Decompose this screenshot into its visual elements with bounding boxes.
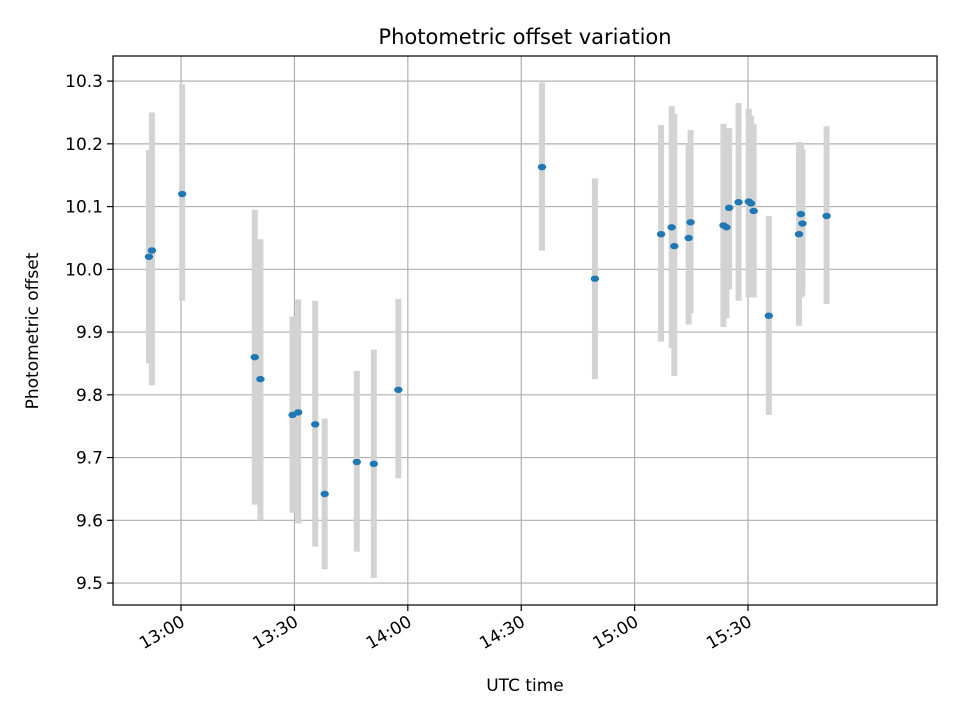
data-point bbox=[394, 386, 403, 393]
data-point bbox=[320, 490, 329, 498]
y-tick-label: 9.8 bbox=[76, 386, 103, 406]
y-tick-label: 10.0 bbox=[65, 260, 103, 280]
x-axis-label: UTC time bbox=[486, 676, 564, 696]
y-tick-label: 9.5 bbox=[76, 574, 103, 594]
data-point bbox=[656, 230, 666, 238]
data-point bbox=[147, 247, 157, 254]
data-point bbox=[684, 234, 693, 242]
data-point bbox=[352, 458, 361, 466]
y-axis-label: Photometric offset bbox=[23, 252, 43, 409]
data-point bbox=[311, 421, 320, 428]
chart-title: Photometric offset variation bbox=[378, 25, 671, 49]
data-point bbox=[749, 207, 758, 215]
data-point bbox=[250, 353, 259, 361]
y-tick-label: 10.3 bbox=[65, 72, 103, 92]
data-point bbox=[667, 224, 676, 231]
data-point bbox=[746, 200, 756, 207]
data-point bbox=[734, 198, 743, 206]
data-point bbox=[822, 212, 831, 220]
data-point bbox=[722, 224, 731, 231]
data-point bbox=[256, 375, 265, 383]
data-point bbox=[590, 275, 600, 282]
data-point bbox=[670, 242, 679, 250]
data-point bbox=[794, 230, 804, 238]
data-point bbox=[144, 253, 154, 260]
y-tick-label: 10.2 bbox=[65, 135, 103, 155]
data-point bbox=[537, 163, 547, 171]
data-point bbox=[796, 210, 806, 218]
y-tick-label: 9.9 bbox=[76, 323, 103, 343]
grid bbox=[113, 56, 937, 605]
data-point bbox=[764, 312, 773, 319]
data-point bbox=[294, 409, 303, 416]
y-tick-label: 10.1 bbox=[65, 198, 103, 218]
data-point bbox=[177, 190, 187, 198]
plot-frame bbox=[112, 55, 938, 606]
data-points bbox=[144, 163, 831, 498]
data-point bbox=[724, 204, 734, 212]
data-point bbox=[798, 220, 807, 227]
y-tick-label: 9.7 bbox=[76, 449, 103, 469]
data-point bbox=[369, 460, 379, 468]
y-tick-label: 9.6 bbox=[76, 511, 103, 531]
data-point bbox=[686, 219, 695, 226]
